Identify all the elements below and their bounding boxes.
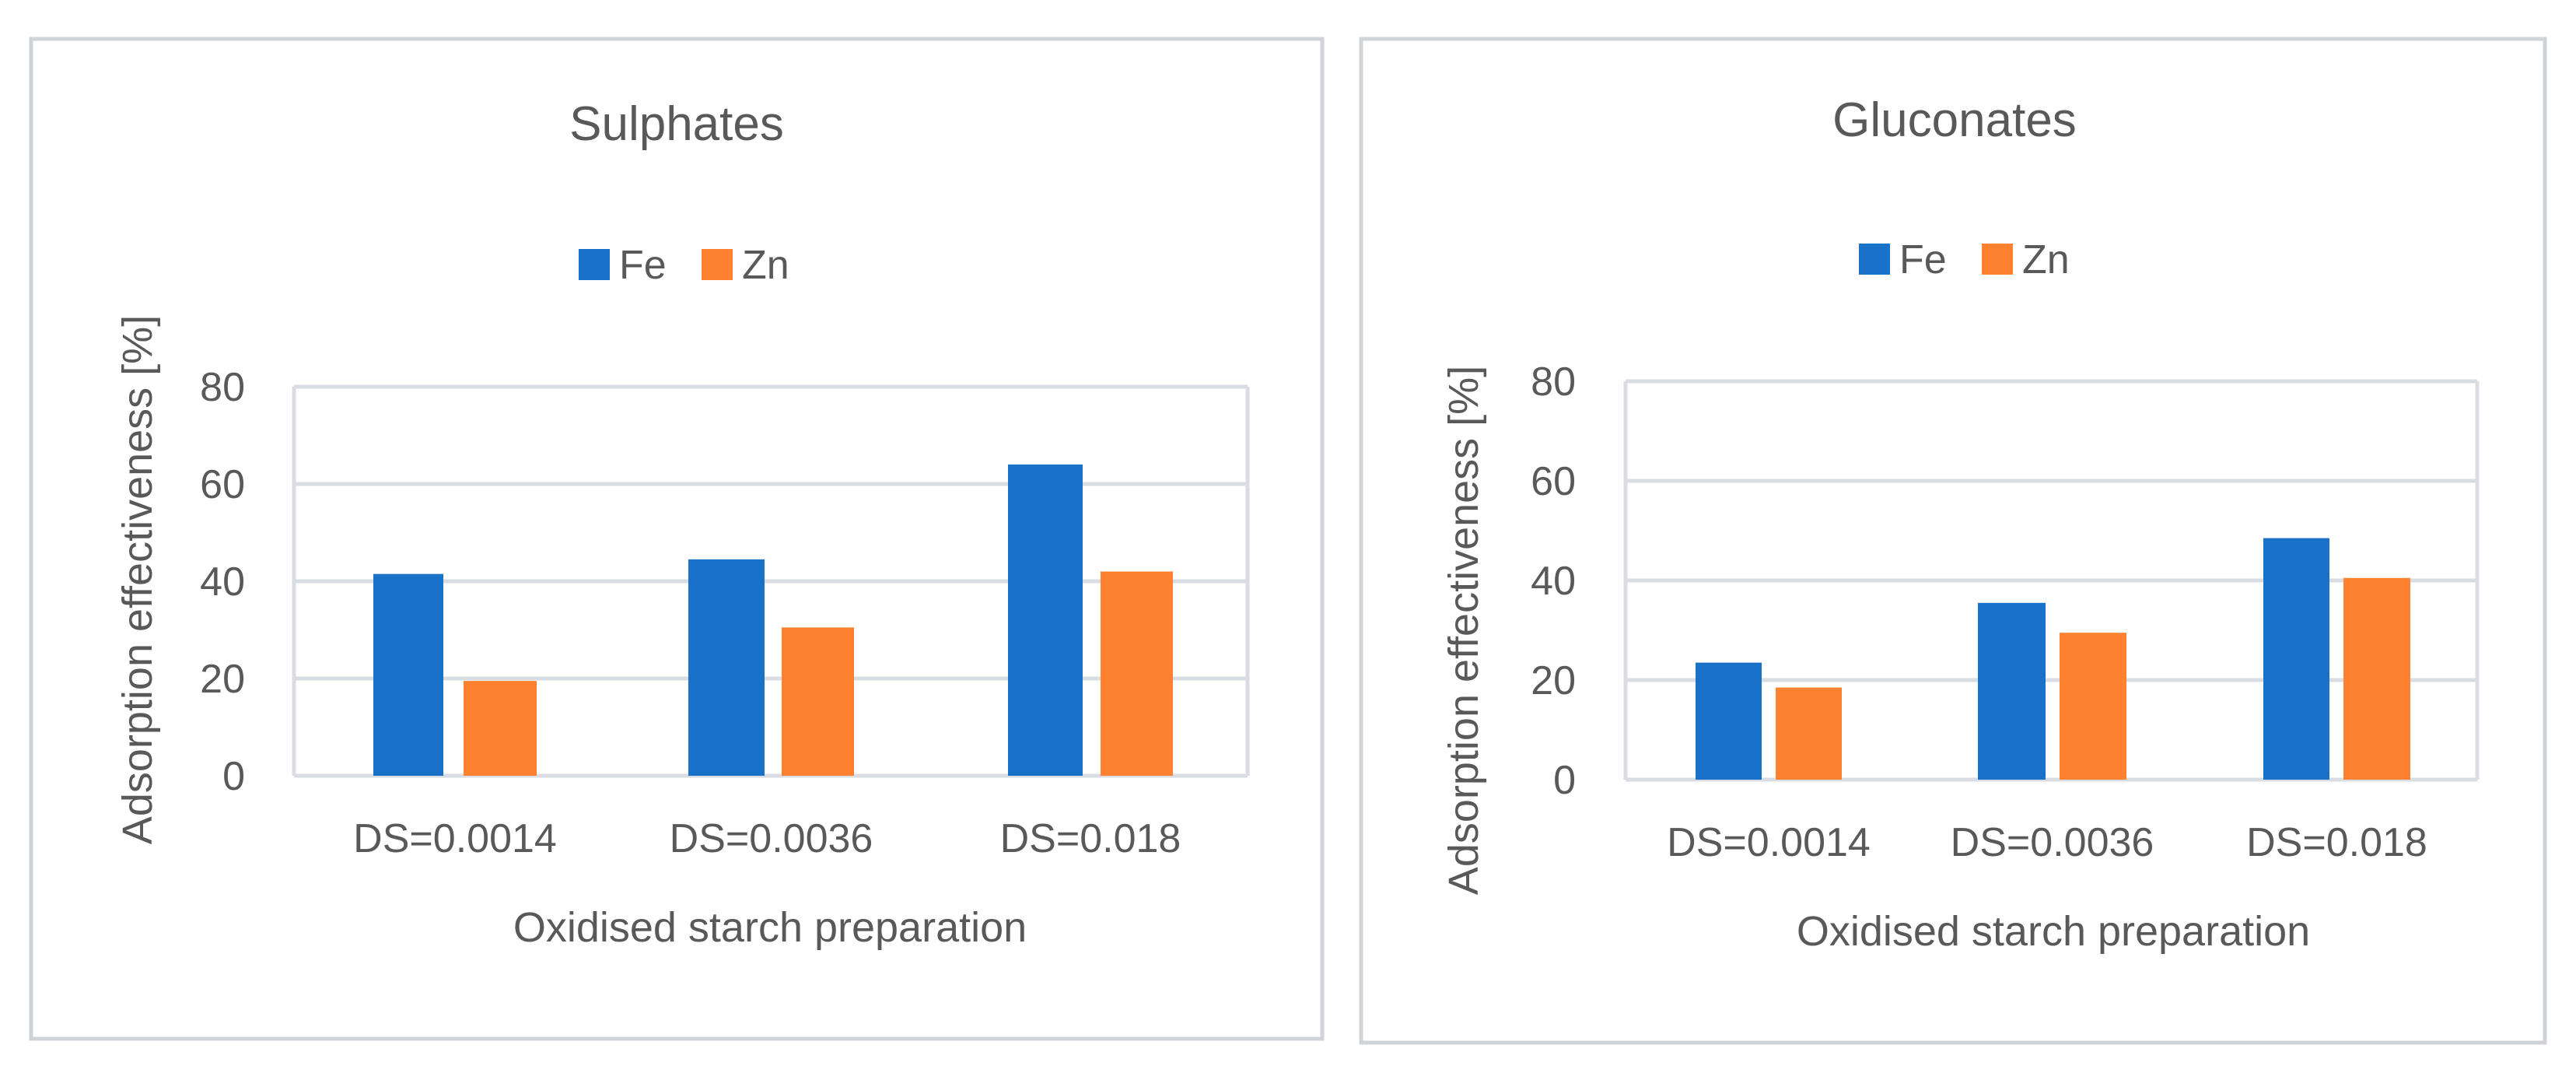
x-axis-label: Oxidised starch preparation [1797, 908, 2310, 955]
bar-fe-3 [2263, 538, 2329, 780]
plot-area: 0 20 40 60 80 DS=0.0014 DS=0.0036 DS=0.018 [200, 365, 1250, 861]
bar-zn-2 [2060, 633, 2126, 780]
legend: Fe Zn [1859, 237, 2070, 282]
x-tick-label: DS=0.0014 [353, 816, 557, 861]
bar-zn-2 [782, 627, 854, 776]
x-tick-label: DS=0.018 [2246, 820, 2427, 865]
x-tick-label: DS=0.0036 [670, 816, 873, 861]
bar-fe-1 [373, 573, 443, 776]
legend: Fe Zn [579, 243, 789, 288]
y-tick-label: 20 [1531, 658, 1576, 703]
bar-fe-2 [688, 559, 765, 776]
bar-zn-3 [1101, 571, 1173, 776]
y-tick-label: 0 [1553, 758, 1576, 803]
plot-area: 0 20 40 60 80 DS=0.0014 DS=0.0036 DS=0.018 [1531, 359, 2480, 865]
x-tick-label: DS=0.0014 [1667, 820, 1871, 865]
legend-label-zn: Zn [2022, 237, 2070, 282]
chart-title: Sulphates [569, 97, 784, 151]
chart-panel-gluconates: Gluconates Fe Zn 0 20 40 60 80 DS=0.0014 DS=0.… [1359, 37, 2547, 1045]
y-axis-label: Adsorption effectiveness [%] [114, 315, 161, 844]
y-axis-label: Adsorption effectiveness [%] [1440, 366, 1487, 895]
bar-zn-1 [464, 681, 537, 776]
bar-zn-3 [2343, 577, 2410, 780]
chart-panel-sulphates: Sulphates Fe Zn 0 20 40 60 80 DS=0.0014 DS=0.0… [29, 37, 1325, 1041]
y-tick-label: 0 [222, 754, 245, 799]
chart-frame [1359, 37, 2547, 1045]
bar-fe-3 [1008, 465, 1083, 776]
y-tick-label: 40 [200, 559, 245, 605]
legend-label-fe: Fe [619, 243, 667, 288]
y-tick-label: 80 [1531, 359, 1576, 405]
legend-swatch-fe [579, 249, 610, 280]
y-tick-label: 80 [200, 365, 245, 410]
legend-label-fe: Fe [1899, 237, 1947, 282]
y-tick-label: 60 [200, 462, 245, 507]
bar-fe-1 [1696, 662, 1762, 780]
legend-label-zn: Zn [742, 243, 789, 288]
bar-zn-1 [1776, 687, 1842, 780]
x-tick-label: DS=0.0036 [1951, 820, 2154, 865]
x-axis-label: Oxidised starch preparation [513, 904, 1027, 951]
chart-title: Gluconates [1832, 93, 2077, 147]
legend-swatch-fe [1859, 244, 1890, 275]
bar-fe-2 [1978, 602, 2046, 780]
y-tick-label: 40 [1531, 559, 1576, 604]
legend-swatch-zn [1982, 244, 2013, 275]
x-tick-label: DS=0.018 [1000, 816, 1181, 861]
y-tick-label: 60 [1531, 459, 1576, 504]
legend-swatch-zn [702, 249, 733, 280]
chart-frame [29, 37, 1325, 1041]
y-tick-label: 20 [200, 657, 245, 702]
